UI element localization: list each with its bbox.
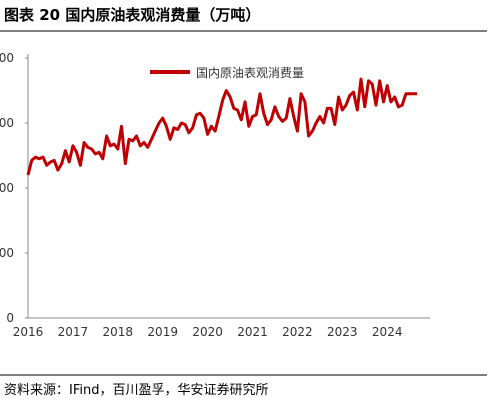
x-tick-label: 2020	[192, 325, 223, 339]
x-tick-label: 2024	[372, 325, 403, 339]
x-tick-label: 2018	[103, 325, 134, 339]
y-tick-label: 4000	[0, 181, 14, 195]
legend-label: 国内原油表观消费量	[196, 66, 304, 80]
x-tick-label: 2023	[327, 325, 358, 339]
x-tick-label: 2021	[237, 325, 268, 339]
x-tick-label: 2022	[282, 325, 313, 339]
y-tick-label: 6000	[0, 116, 14, 130]
x-tick-label: 2019	[147, 325, 178, 339]
y-tick-label: 0	[6, 311, 14, 325]
y-tick-label: 8000	[0, 51, 14, 65]
x-tick-label: 2016	[13, 325, 44, 339]
source: 资料来源：IFind，百川盈孚，华安证券研究所	[4, 382, 268, 398]
data-line	[26, 77, 418, 176]
y-tick-label: 2000	[0, 246, 14, 260]
x-tick-label: 2017	[58, 325, 89, 339]
chart-title: 图表 20 国内原油表观消费量（万吨）	[4, 6, 260, 24]
